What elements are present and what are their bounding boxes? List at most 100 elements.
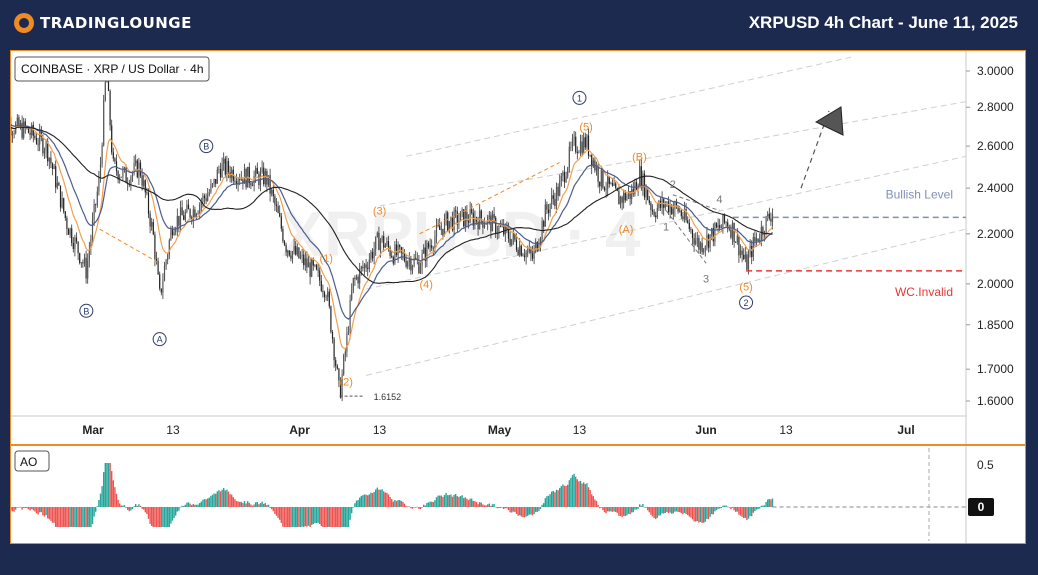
ao-legend[interactable]: AO: [14, 450, 50, 472]
ao-bar: [643, 507, 646, 508]
price-candle-body: [451, 216, 454, 231]
ao-bar: [304, 507, 307, 527]
price-candle-body: [581, 141, 583, 154]
price-candle-body: [375, 236, 377, 250]
price-candle-body: [698, 237, 700, 250]
price-candle-body: [450, 216, 452, 222]
ao-bar: [280, 507, 283, 523]
price-candle-body: [96, 191, 98, 205]
price-candle-body: [111, 125, 113, 153]
ao-bar: [203, 499, 206, 507]
ao-bar: [131, 507, 134, 510]
ao-bar: [115, 493, 118, 507]
ao-bar: [120, 505, 123, 507]
price-candle-body: [378, 232, 380, 251]
ao-bar: [359, 497, 361, 507]
price-candle-body: [669, 205, 671, 213]
symbol-legend[interactable]: COINBASE · XRP / US Dollar · 4h: [14, 56, 210, 82]
wave-label: 2: [670, 179, 676, 191]
ao-bar: [491, 504, 494, 507]
ao-bar: [234, 499, 236, 507]
ao-bar: [16, 507, 19, 508]
ao-bar: [517, 507, 519, 516]
price-candle-body: [424, 247, 426, 261]
price-candle-body: [143, 180, 145, 186]
ao-bar: [607, 507, 609, 512]
price-candle-body: [261, 167, 263, 172]
ao-bar: [333, 507, 335, 527]
price-candle-body: [693, 237, 695, 245]
ao-bar: [546, 496, 548, 507]
ao-bar: [757, 507, 759, 510]
price-candle-body: [365, 264, 367, 268]
ao-bar: [367, 495, 369, 507]
price-candle-body: [216, 169, 218, 184]
ao-bar: [426, 503, 428, 507]
ao-bar: [162, 507, 164, 527]
wave-label: (B): [632, 151, 647, 163]
price-candle-body: [379, 240, 382, 251]
price-candle-body: [688, 222, 690, 229]
ao-bar: [339, 507, 342, 527]
ao-bar: [451, 496, 454, 507]
price-candle-body: [192, 209, 194, 221]
ao-bar: [259, 503, 262, 507]
price-candle-body: [429, 245, 431, 248]
ao-bar: [602, 507, 604, 511]
ao-bar: [410, 507, 412, 509]
price-candle-body: [223, 158, 225, 164]
price-candle-body: [136, 160, 138, 178]
price-candle-body: [623, 192, 625, 203]
ao-bar: [754, 507, 756, 512]
price-candle-body: [683, 209, 686, 219]
ao-bar: [429, 501, 431, 507]
chart-svg[interactable]: XRPUSD · 4 Bullish Level WC.Invalid 1.6152…: [0, 51, 1025, 543]
ao-bar: [360, 495, 363, 507]
price-candle-body: [31, 124, 33, 136]
price-candle-body: [685, 209, 687, 221]
price-candle-body: [746, 254, 748, 270]
ao-bar: [104, 463, 107, 507]
price-candle-body: [760, 227, 762, 241]
ao-bar: [695, 507, 697, 522]
ao-bar: [75, 507, 78, 527]
ao-bar: [511, 507, 513, 513]
price-candle-body: [547, 209, 550, 213]
ao-bar: [536, 507, 539, 512]
ao-bar: [77, 507, 79, 527]
price-candle-body: [307, 262, 310, 268]
wave-label-circle: [199, 139, 214, 154]
price-candle-body: [64, 211, 66, 219]
ao-bar: [605, 507, 607, 514]
ao-bar: [437, 495, 439, 507]
chart-panel[interactable]: XRPUSD · 4 Bullish Level WC.Invalid 1.6152…: [0, 50, 1026, 544]
ao-bar: [720, 507, 723, 509]
ao-bar: [306, 507, 308, 527]
ao-bar: [336, 507, 339, 527]
price-candle-body: [664, 204, 666, 208]
ao-bar: [63, 507, 65, 527]
price-candle-body: [159, 274, 161, 289]
ao-bar: [147, 507, 150, 519]
price-candle-body: [407, 261, 409, 267]
price-candle-body: [426, 242, 428, 261]
price-candle-body: [682, 216, 684, 219]
ao-bar: [23, 507, 25, 508]
ao-bar: [111, 471, 113, 507]
price-candle-body: [629, 191, 631, 199]
ao-bar: [290, 507, 292, 527]
price-candle-body: [720, 227, 722, 229]
ao-bar: [69, 507, 71, 527]
price-candle-body: [474, 217, 476, 226]
price-candle-body: [351, 290, 353, 300]
price-candle-body: [69, 228, 71, 235]
price-candle-body: [352, 277, 354, 291]
price-candle-body: [53, 166, 55, 169]
ao-bar: [47, 507, 49, 519]
price-candle-body: [75, 237, 78, 242]
wave-label: (3): [373, 205, 386, 217]
price-candle-body: [251, 185, 254, 187]
price-candle-body: [447, 212, 449, 231]
price-candle-body: [512, 233, 514, 240]
ao-bar: [759, 507, 761, 509]
